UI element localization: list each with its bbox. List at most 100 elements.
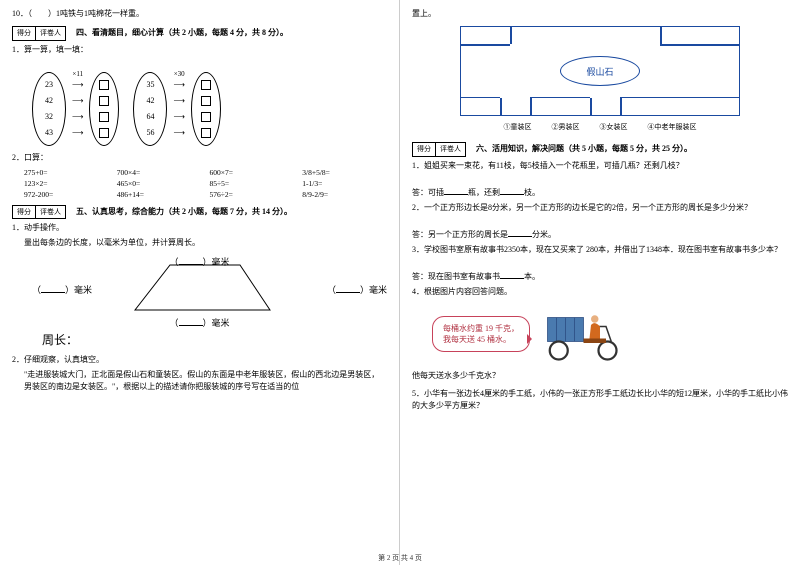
grader-cell: 评卷人 [436,142,466,157]
arrows: ⟶⟶⟶⟶ [72,80,83,137]
oval-val: 56 [146,128,154,137]
calc-item: 123×2= [24,179,109,188]
oval-val: 32 [45,112,53,121]
mm-label-left: （）毫米 [32,283,92,296]
tricycle-icon [540,304,630,364]
answer-box [99,112,109,122]
answer-box [201,80,211,90]
section-5-title: 五、认真思考，综合能力（共 2 小题，每题 7 分，共 14 分）。 [76,207,292,216]
oval-boxes-2 [191,72,221,146]
oval-a: 23 42 32 43 [32,72,66,146]
sec5-q1: 1．动手操作。 [12,222,387,234]
trapezoid-figure: （）毫米 （）毫米 （）毫米 （）毫米 [12,255,387,325]
oval-b: 35 42 64 56 [133,72,167,146]
oval-group-1: ×11 23 42 32 43 ×11 ⟶⟶⟶⟶ . [32,62,119,146]
floor-plan: 假山石 [460,26,740,116]
fp-seg [590,98,592,116]
sec5-q2-body: "走进服装城大门，正北面是假山石和童装区。假山的东面是中老年服装区，假山的西北边… [24,369,387,393]
fp-seg [660,26,662,44]
calc-item: 700×4= [117,168,202,177]
answer-box [99,80,109,90]
calc-item: 275+0= [24,168,109,177]
score-box: 得分 评卷人 [12,205,66,220]
answer-box [99,96,109,106]
mm-label-bottom: （）毫米 [169,316,229,329]
calc-grid: 275+0= 700×4= 600×7= 3/8+5/8= 123×2= 465… [24,168,387,199]
fp-seg [660,44,740,46]
sec6-a2: 答：另一个正方形的周长是分米。 [412,228,788,241]
mult-label-2: ×30 [173,70,184,78]
fp-seg [460,97,500,99]
question-10: 10．（ ）1吨铁与1吨棉花一样重。 [12,8,387,20]
sec6-a3: 答：现在图书室有故事书本。 [412,270,788,283]
calc-item: 972-200= [24,190,109,199]
answer-box [201,128,211,138]
calc-item: 1-1/3= [302,179,387,188]
legend-item: ②男装区 [552,122,580,132]
bubble-line: 每桶水约重 19 千克， [443,323,519,334]
oval-group-2: . 35 42 64 56 ×30 ⟶⟶⟶⟶ . [133,62,220,146]
sec6-q2: 2．一个正方形边长是8分米，另一个正方形的边长是它的2倍，另一个正方形的周长是多… [412,202,788,214]
arrows: ⟶⟶⟶⟶ [173,80,184,137]
perimeter-label: 周长： [42,331,387,348]
section-6-header: 得分 评卷人 六、活用知识，解决问题（共 5 小题，每题 5 分，共 25 分）… [412,142,788,157]
oval-val: 42 [45,96,53,105]
speech-bubble: 每桶水约重 19 千克， 我每天送 45 桶水。 [432,316,530,352]
calc-item: 8/9-2/9= [302,190,387,199]
rock-label: 假山石 [560,56,640,86]
continuation-text: 置上。 [412,8,788,20]
section-6-title: 六、活用知识，解决问题（共 5 小题，每题 5 分，共 25 分）。 [476,144,692,153]
answer-box [201,96,211,106]
right-column: 置上。 假山石 ①童装区 ②男装区 ③女装区 ④中老年服装区 得分 评卷人 六、… [400,0,800,565]
score-cell: 得分 [12,205,36,220]
oval-val: 64 [146,112,154,121]
page-footer: 第 2 页 共 4 页 [0,553,800,563]
calc-item: 486+14= [117,190,202,199]
fp-seg [530,97,590,99]
sec5-q2: 2．仔细观察，认真填空。 [12,354,387,366]
legend-item: ③女装区 [600,122,628,132]
score-cell: 得分 [412,142,436,157]
legend-item: ①童装区 [504,122,532,132]
fp-seg [620,98,622,116]
fp-seg [460,44,510,46]
calc-item: 85÷5= [210,179,295,188]
section-4-header: 得分 评卷人 四、看清题目，细心计算（共 2 小题，每题 4 分，共 8 分）。 [12,26,387,41]
oval-val: 23 [45,80,53,89]
oval-val: 43 [45,128,53,137]
score-box: 得分 评卷人 [412,142,466,157]
sec6-q3: 3．学校图书室原有故事书2350本，现在又买来了 280本，并借出了1348本．… [412,244,788,256]
answer-box [201,112,211,122]
calc-item: 465×0= [117,179,202,188]
calc-item: 3/8+5/8= [302,168,387,177]
fp-seg [500,98,502,116]
bubble-line: 我每天送 45 桶水。 [443,334,519,345]
oval-boxes-1 [89,72,119,146]
section-4-title: 四、看清题目，细心计算（共 2 小题，每题 4 分，共 8 分）。 [76,28,288,37]
calc-item: 576÷2= [210,190,295,199]
delivery-figure: 每桶水约重 19 千克， 我每天送 45 桶水。 [432,304,788,364]
oval-val: 35 [146,80,154,89]
sec6-q5: 5．小华有一张边长4厘米的手工纸，小伟的一张正方形手工纸边长比小华的短12厘米，… [412,388,788,412]
mm-label-top: （）毫米 [169,255,229,268]
oval-val: 42 [146,96,154,105]
oval-diagram: ×11 23 42 32 43 ×11 ⟶⟶⟶⟶ . [32,62,387,146]
calc-item: 600×7= [210,168,295,177]
sec6-q1: 1．姐姐买来一束花，有11枝，每5枝插入一个花瓶里，可插几瓶？还剩几枝？ [412,160,788,172]
fp-seg [510,26,512,44]
sec4-q2: 2．口算： [12,152,387,164]
legend-item: ④中老年服装区 [648,122,697,132]
section-5-header: 得分 评卷人 五、认真思考，综合能力（共 2 小题，每题 7 分，共 14 分）… [12,205,387,220]
fp-seg [530,98,532,116]
fp-seg [620,97,740,99]
score-box: 得分 评卷人 [12,26,66,41]
mult-label-1: ×11 [72,70,83,78]
grader-cell: 评卷人 [36,205,66,220]
answer-box [99,128,109,138]
sec4-q1: 1．算一算，填一填： [12,44,387,56]
legend: ①童装区 ②男装区 ③女装区 ④中老年服装区 [412,122,788,132]
sec6-q4-ask: 他每天送水多少千克水？ [412,370,788,382]
sec5-q1-sub: 量出每条边的长度，以毫米为单位，并计算周长。 [24,237,387,249]
grader-cell: 评卷人 [36,26,66,41]
mm-label-right: （）毫米 [327,283,387,296]
